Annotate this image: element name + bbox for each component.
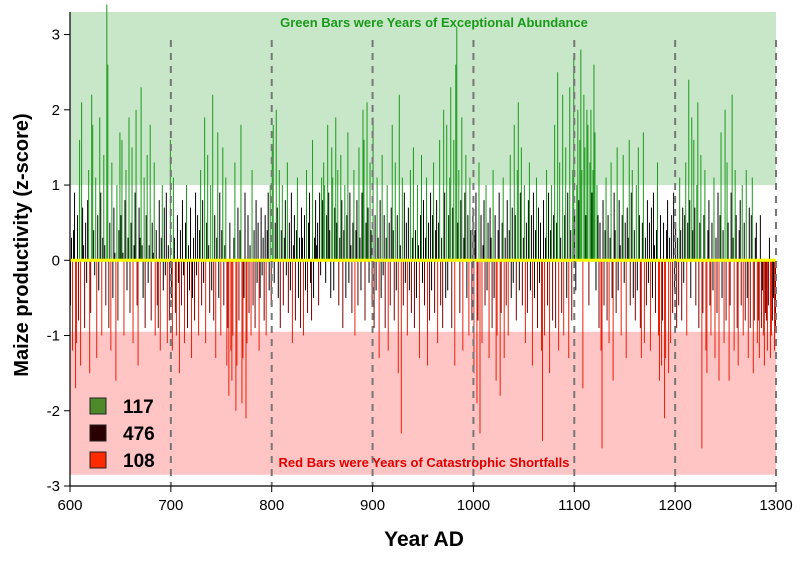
y-tick-label: 1: [52, 177, 60, 194]
band-layer: [70, 12, 776, 475]
x-tick-label: 800: [259, 497, 284, 514]
shortfall-band: [70, 331, 776, 475]
bar-layer: [70, 4, 776, 449]
abundance-band-label: Green Bars were Years of Exceptional Abu…: [280, 15, 588, 30]
y-tick-label: -1: [47, 328, 60, 345]
x-tick-label: 600: [57, 497, 82, 514]
y-tick-label: -2: [47, 403, 60, 420]
abundance-band: [70, 12, 776, 186]
legend-count: 108: [123, 451, 155, 472]
label-layer: Green Bars were Years of Exceptional Abu…: [279, 15, 588, 470]
x-tick-label: 1300: [759, 497, 792, 514]
x-tick-label: 1200: [658, 497, 691, 514]
x-axis-title: Year AD: [384, 528, 464, 551]
y-tick-label: -3: [47, 478, 60, 495]
x-tick-label: 900: [360, 497, 385, 514]
y-tick-label: 2: [52, 102, 60, 119]
axis-layer: 600 700 800 900 1000 1100 1200 1300 -3 -2 -1 0 1 2 3: [47, 12, 793, 514]
legend-swatch: [89, 451, 107, 469]
x-tick-label: 1100: [558, 497, 590, 514]
y-tick-label: 3: [52, 27, 60, 44]
x-tick-label: 700: [158, 497, 183, 514]
x-tick-label: 1000: [457, 497, 490, 514]
vertical-reference-lines: [169, 40, 777, 486]
legend-count: 117: [123, 397, 154, 418]
legend-count: 476: [123, 424, 155, 445]
y-axis-title: Maize productivity (z-score): [11, 113, 33, 376]
legend-swatch: [89, 424, 107, 442]
legend-swatch: [89, 397, 107, 415]
shortfall-band-label: Red Bars were Years of Catastrophic Shor…: [279, 455, 570, 470]
y-tick-label: 0: [52, 252, 60, 269]
legend: 117 476 108: [89, 397, 155, 472]
